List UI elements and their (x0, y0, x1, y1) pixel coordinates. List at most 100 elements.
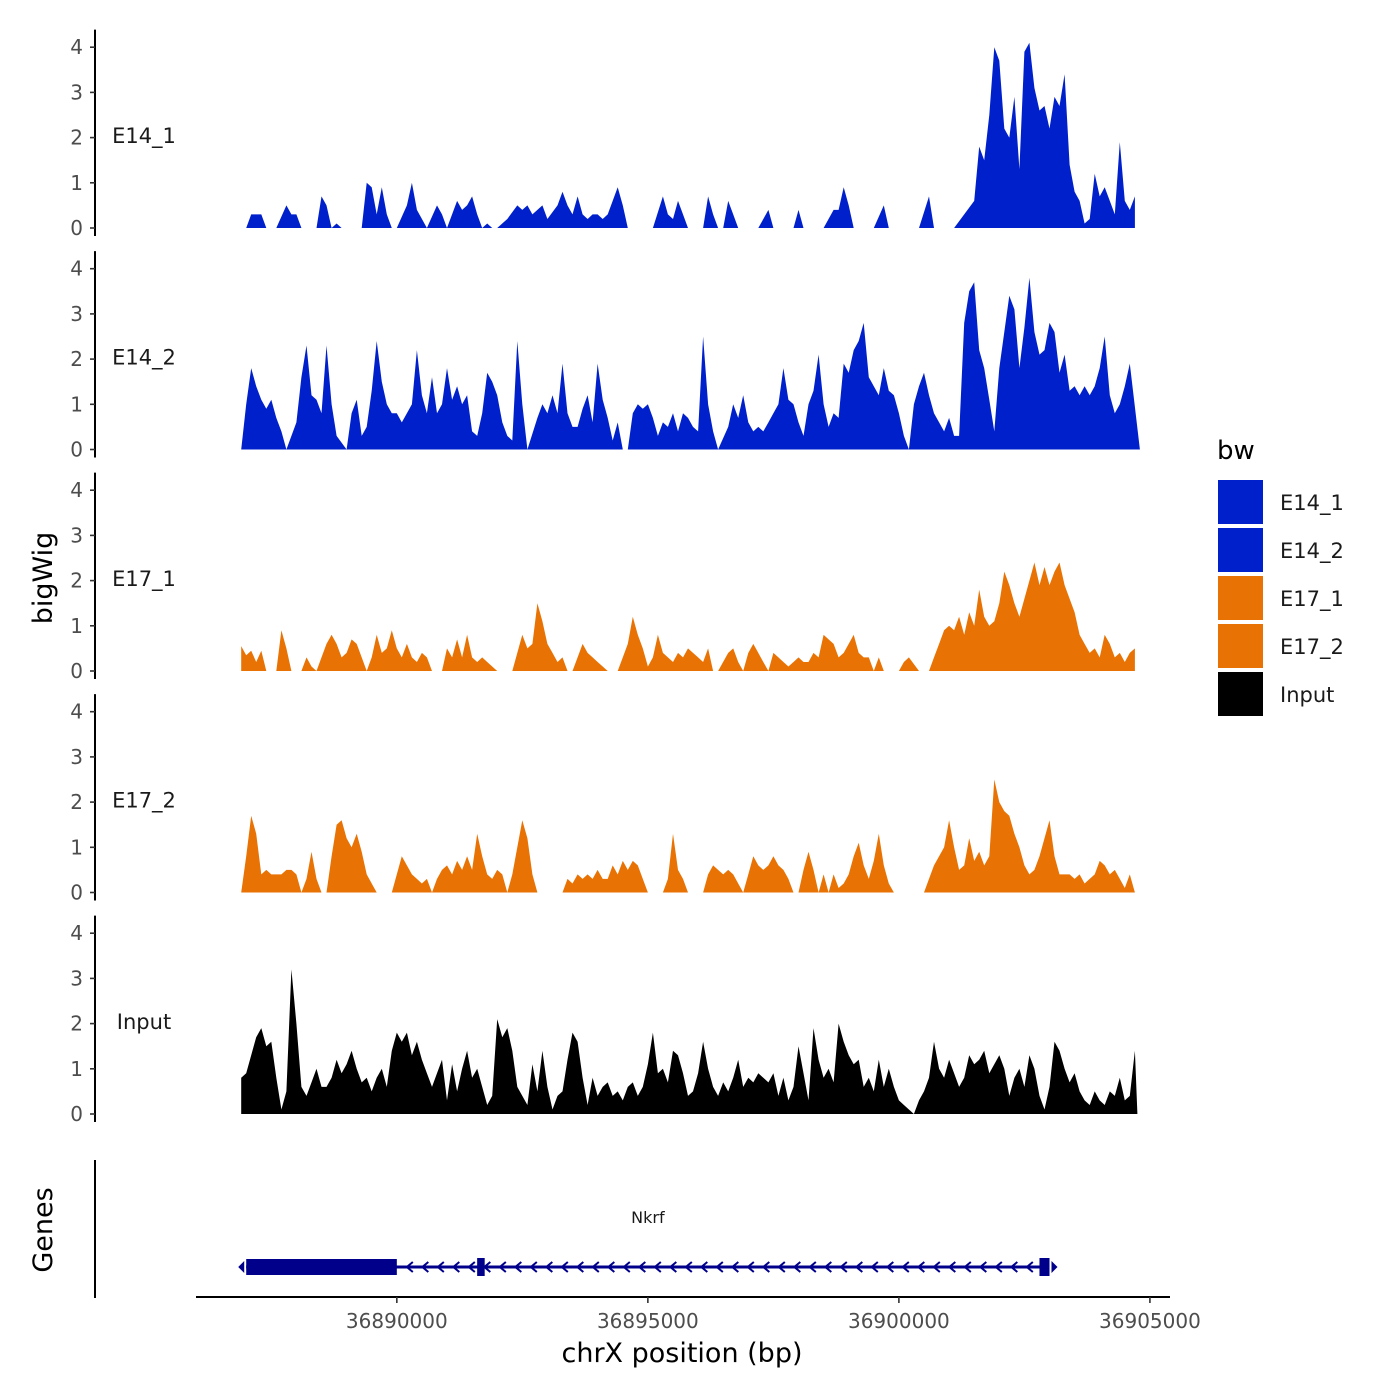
track-label-e17-1: E17_1 (112, 567, 176, 592)
y-tick-label: 3 (70, 966, 83, 990)
strand-arrow (668, 1261, 677, 1273)
gene-start-arrow (238, 1261, 245, 1273)
coverage-area-e17-1 (241, 562, 1135, 671)
y-tick-label: 3 (70, 302, 83, 326)
track-label-e17-2: E17_2 (112, 789, 176, 814)
strand-arrow (746, 1261, 755, 1273)
strand-arrow (436, 1261, 445, 1273)
track-e17-1: 0 1 2 3 4 E17_1 (70, 472, 1135, 683)
y-tick-label: 4 (70, 257, 83, 281)
strand-arrow (575, 1261, 584, 1273)
y-tick-label: 2 (70, 126, 83, 150)
strand-arrow (916, 1261, 925, 1273)
y-axis-title: bigWig (28, 532, 59, 625)
legend-label-e14-1: E14_1 (1280, 491, 1344, 516)
legend-title: bw (1217, 436, 1255, 466)
legend: bw E14_1 E14_2 E17_1 E17_2 Input (1217, 436, 1344, 716)
track-input: 0 1 2 3 4 Input (70, 915, 1138, 1126)
strand-arrow (792, 1261, 801, 1273)
strand-arrow (622, 1261, 631, 1273)
gene-exon (477, 1258, 485, 1276)
track-e14-2: 0 1 2 3 4 E14_2 (70, 251, 1140, 462)
strand-arrow (963, 1261, 972, 1273)
x-axis: 36890000 36895000 36900000 36905000 (196, 1296, 1201, 1333)
y-tick-label: 2 (70, 347, 83, 371)
strand-arrow (730, 1261, 739, 1273)
legend-swatch-e17-1 (1218, 576, 1263, 620)
y-tick-label: 1 (70, 835, 83, 859)
strand-arrow (467, 1261, 476, 1273)
coverage-area-e17-2 (241, 779, 1135, 893)
strand-arrow (699, 1261, 708, 1273)
strand-arrow (637, 1261, 646, 1273)
strand-arrow (854, 1261, 863, 1273)
y-tick-label: 2 (70, 790, 83, 814)
strand-arrow (529, 1261, 538, 1273)
track-e14-1: 0 1 2 3 4 E14_1 (70, 29, 1135, 240)
genes-panel-title: Genes (28, 1187, 59, 1272)
strand-arrow (901, 1261, 910, 1273)
strand-arrow (405, 1261, 414, 1273)
strand-arrow (420, 1261, 429, 1273)
strand-arrow (591, 1261, 600, 1273)
legend-swatch-e14-2 (1218, 528, 1263, 572)
strand-arrow (684, 1261, 693, 1273)
y-tick-label: 3 (70, 745, 83, 769)
coverage-area-input (241, 969, 1138, 1114)
track-label-e14-2: E14_2 (112, 346, 176, 371)
y-tick-label: 0 (70, 881, 83, 905)
y-tick-label: 3 (70, 523, 83, 547)
strand-arrow (823, 1261, 832, 1273)
legend-swatch-e14-1 (1218, 480, 1263, 524)
strand-arrow (606, 1261, 615, 1273)
strand-arrow (978, 1261, 987, 1273)
strand-arrow (451, 1261, 460, 1273)
x-tick-label: 36890000 (346, 1309, 448, 1333)
legend-label-e17-1: E17_1 (1280, 587, 1344, 612)
x-tick-label: 36895000 (597, 1309, 699, 1333)
strand-arrow (885, 1261, 894, 1273)
y-tick-label: 2 (70, 569, 83, 593)
strand-arrow (994, 1261, 1003, 1273)
coverage-area-e14-2 (241, 277, 1140, 450)
y-tick-label: 4 (70, 35, 83, 59)
y-tick-label: 4 (70, 700, 83, 724)
coverage-area-e14-1 (246, 42, 1135, 229)
x-tick-label: 36905000 (1099, 1309, 1201, 1333)
strand-arrow (947, 1261, 956, 1273)
gene-end-arrow (1051, 1261, 1058, 1273)
strand-arrow (715, 1261, 724, 1273)
legend-label-input: Input (1280, 683, 1334, 707)
track-label-input: Input (117, 1010, 171, 1034)
y-tick-label: 2 (70, 1012, 83, 1036)
legend-swatch-input (1218, 672, 1263, 716)
strand-arrow (560, 1261, 569, 1273)
strand-arrow (513, 1261, 522, 1273)
strand-arrow (761, 1261, 770, 1273)
strand-arrow (1009, 1261, 1018, 1273)
track-label-e14-1: E14_1 (112, 124, 176, 149)
track-e17-2: 0 1 2 3 4 E17_2 (70, 694, 1135, 905)
y-tick-label: 4 (70, 921, 83, 945)
y-tick-label: 1 (70, 614, 83, 638)
strand-arrow (544, 1261, 553, 1273)
gene-name-label: Nkrf (631, 1208, 665, 1227)
strand-arrow (653, 1261, 662, 1273)
legend-label-e14-2: E14_2 (1280, 539, 1344, 564)
y-tick-label: 3 (70, 80, 83, 104)
legend-swatch-e17-2 (1218, 624, 1263, 668)
y-tick-label: 0 (70, 438, 83, 462)
y-tick-label: 1 (70, 171, 83, 195)
y-tick-label: 1 (70, 1057, 83, 1081)
strand-arrow (839, 1261, 848, 1273)
gene-panel: Nkrf (94, 1160, 1058, 1298)
legend-label-e17-2: E17_2 (1280, 635, 1344, 660)
y-tick-label: 4 (70, 478, 83, 502)
gene-exon (1039, 1258, 1050, 1276)
coverage-tracks: 0 1 2 3 4 E14_1 0 1 2 3 4 E14_2 0 1 2 3 4 E17_1 0 1 2 3 4 E17_2… (70, 29, 1140, 1126)
strand-arrow (777, 1261, 786, 1273)
y-tick-label: 0 (70, 1102, 83, 1126)
strand-arrow (1025, 1261, 1034, 1273)
gene-exon (246, 1259, 397, 1275)
